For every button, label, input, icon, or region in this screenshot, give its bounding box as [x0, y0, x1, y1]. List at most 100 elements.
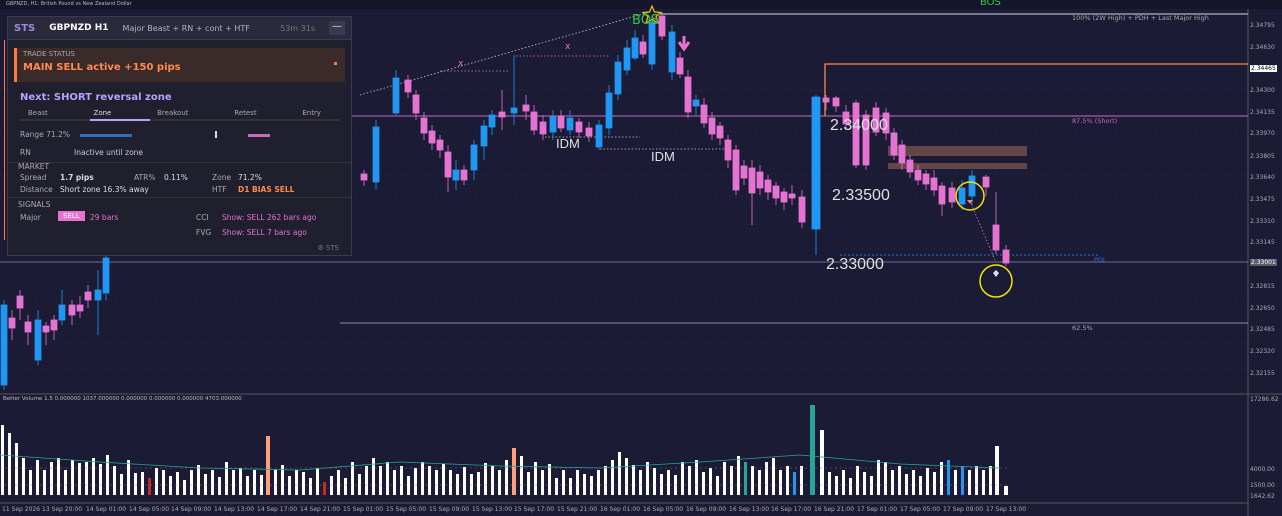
x-tick: 17 Sep 05:00 [900, 506, 941, 513]
step-breakout: Breakout [157, 109, 189, 117]
x-tick: 15 Sep 21:00 [557, 506, 598, 513]
y-tick: 2.32155 [1250, 370, 1275, 377]
x-tick: 17 Sep 01:00 [857, 506, 898, 513]
volume-title: Better Volume 1.5 0.000000 1037.000000 0… [3, 396, 242, 402]
price-annotation-2-33000: 2.33000 [826, 256, 884, 273]
y-tick: 2.32650 [1250, 305, 1275, 312]
pdl-label: PDL [1094, 256, 1107, 264]
x-tick: 16 Sep 01:00 [600, 506, 641, 513]
x-tick: 14 Sep 01:00 [86, 506, 127, 513]
y-tick: 2.33310 [1250, 218, 1275, 225]
cci-label: CCI [196, 213, 209, 222]
panel-header[interactable]: STS GBPNZD H1 Major Beast + RN + cont + … [8, 17, 351, 40]
x-tick: 17 Sep 09:00 [943, 506, 984, 513]
signal-circle-lower [979, 264, 1013, 298]
step-progress [20, 119, 339, 121]
panel-footer[interactable]: ⚙ STS [317, 244, 339, 252]
x-tick: 15 Sep 13:00 [472, 506, 513, 513]
panel-symbol: GBPNZD H1 [49, 23, 109, 33]
y-tick: 2.34300 [1250, 87, 1275, 94]
minimize-button[interactable]: — [329, 21, 345, 35]
candlesticks [0, 12, 1010, 390]
level-100-label: 100% (2W High) + PDH + Last Major High [1072, 14, 1209, 22]
signal-circle-upper [955, 181, 985, 211]
price-annotation-2-34000: 2.34000 [830, 117, 888, 134]
x-tick: 15 Sep 01:00 [343, 506, 384, 513]
distance-value: Short zone 16.3% away [60, 185, 149, 194]
step-retest: Retest [234, 109, 257, 117]
atr-label: ATR% [134, 173, 156, 182]
y-tick: 2.34630 [1250, 44, 1275, 51]
trade-status-box: TRADE STATUS MAIN SELL active +150 pips [14, 48, 345, 82]
market-title: MARKET [18, 162, 50, 171]
y-tick: 2.33145 [1250, 239, 1275, 246]
volume-scale: 1642.62 [1250, 493, 1275, 500]
range-bar-fill [80, 134, 132, 137]
zone-label: Zone [212, 173, 232, 182]
step-zone: Zone [93, 109, 112, 117]
y-tick: 2.32485 [1250, 326, 1275, 333]
x-tick: 14 Sep 09:00 [171, 506, 212, 513]
bos-label-top: BOS [980, 0, 1001, 8]
range-marker [215, 131, 217, 138]
panel-brand: STS [14, 22, 36, 34]
x-mark-2: x [458, 59, 464, 69]
major-sell-badge: SELL [58, 211, 85, 221]
trade-status-title: TRADE STATUS [23, 50, 75, 58]
x-tick: 14 Sep 13:00 [214, 506, 255, 513]
x-tick: 16 Sep 21:00 [814, 506, 855, 513]
sts-panel[interactable]: STS GBPNZD H1 Major Beast + RN + cont + … [7, 16, 352, 256]
x-tick: 16 Sep 13:00 [729, 506, 770, 513]
y-tick-current-high: 2.34465 [1250, 65, 1277, 72]
level-875-label: 87.5% (Short) [1072, 117, 1118, 125]
x-tick: 16 Sep 09:00 [686, 506, 727, 513]
idm-label-2: IDM [651, 149, 675, 164]
x-tick: 14 Sep 17:00 [257, 506, 298, 513]
x-tick: 13 Sep 20:00 [42, 506, 83, 513]
cci-value: Show: SELL 262 bars ago [222, 213, 317, 222]
x-tick: 16 Sep 05:00 [643, 506, 684, 513]
x-tick: 16 Sep 17:00 [771, 506, 812, 513]
volume-scale: 4000.00 [1250, 466, 1275, 473]
x-tick: 15 Sep 09:00 [429, 506, 470, 513]
range-label: Range 71.2% [20, 130, 70, 139]
x-tick: 15 Sep 17:00 [514, 506, 555, 513]
panel-timer: 53m 31s [280, 23, 315, 33]
fvg-value: Show: SELL 7 bars ago [222, 228, 307, 237]
rn-label: RN [20, 148, 31, 157]
trade-status-value: MAIN SELL active +150 pips [23, 62, 181, 73]
y-tick: 2.33640 [1250, 174, 1275, 181]
bos-label: BOS [632, 13, 660, 28]
distance-label: Distance [20, 185, 53, 194]
y-tick: 2.33475 [1250, 196, 1275, 203]
atr-value: 0.11% [164, 173, 188, 182]
window-title: GBPNZD, H1: British Pound vs New Zealand… [6, 1, 132, 7]
major-label: Major [20, 213, 41, 222]
x-mark: x [565, 42, 571, 52]
y-tick: 2.33805 [1250, 153, 1275, 160]
x-tick: 15 Sep 05:00 [386, 506, 427, 513]
level-625-label: 62.5% [1072, 324, 1093, 332]
x-tick: 11 Sep 2026 [2, 506, 41, 513]
y-tick: 2.34135 [1250, 109, 1275, 116]
spread-label: Spread [20, 173, 47, 182]
signals-title: SIGNALS [18, 200, 51, 209]
y-tick: 2.33970 [1250, 130, 1275, 137]
major-value: 29 bars [90, 213, 119, 222]
volume-scale-max: 17286.62 [1250, 396, 1279, 403]
y-tick-current-price: 2.33001 [1250, 259, 1277, 266]
idm-label-1: IDM [556, 136, 580, 151]
step-beast: Beast [28, 109, 48, 117]
x-tick: 17 Sep 13:00 [986, 506, 1027, 513]
zone-value: 71.2% [238, 173, 262, 182]
spread-value: 1.7 pips [60, 173, 94, 182]
price-annotation-2-33500: 2.33500 [832, 187, 890, 204]
htf-label: HTF [212, 185, 227, 194]
status-dot-icon [334, 62, 337, 65]
x-tick: 14 Sep 21:00 [300, 506, 341, 513]
fvg-label: FVG [196, 228, 212, 237]
star-icon [641, 4, 663, 25]
y-tick: 2.34795 [1250, 22, 1275, 29]
range-zone-bar [248, 134, 270, 137]
